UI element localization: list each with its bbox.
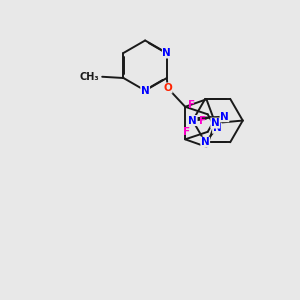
Text: N: N <box>213 123 221 133</box>
Text: CH₃: CH₃ <box>79 72 99 82</box>
Text: N: N <box>220 112 229 122</box>
Text: O: O <box>163 83 172 93</box>
Text: N: N <box>201 137 210 147</box>
Text: N: N <box>162 48 171 58</box>
Text: N: N <box>188 116 197 126</box>
Text: N: N <box>141 85 149 95</box>
Text: N: N <box>211 118 220 128</box>
Text: F: F <box>199 116 206 126</box>
Text: F: F <box>188 100 195 110</box>
Text: F: F <box>183 127 190 137</box>
